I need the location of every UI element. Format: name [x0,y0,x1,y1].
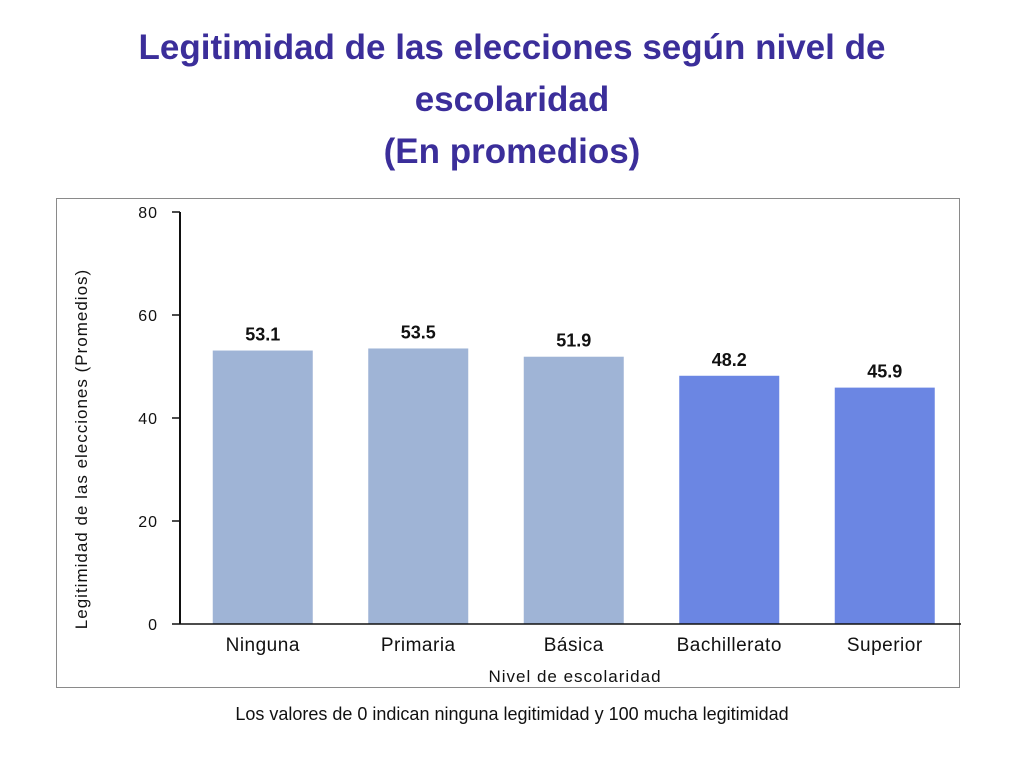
bar-value-label: 53.5 [401,322,436,342]
bar [523,356,624,624]
x-category-label: Ninguna [226,635,300,656]
x-axis-title: Nivel de escolaridad [488,667,661,686]
bar [834,387,935,624]
bar-chart: 0 20 40 60 80 53.1 53.5 51.9 48.2 45.9 Ninguna Pr… [72,205,961,686]
title-line-1: Legitimidad de las elecciones según nive… [138,28,886,67]
bar [368,348,469,624]
y-axis-title: Legitimidad de las elecciones (Promedios… [72,269,91,629]
bar [679,375,780,624]
y-tick-label: 40 [138,411,158,428]
y-axis: 0 20 40 60 80 [138,205,181,634]
bar-value-label: 51.9 [556,331,591,351]
bar-value-label: 53.1 [245,325,280,345]
chart-frame: 0 20 40 60 80 53.1 53.5 51.9 48.2 45.9 Ninguna Pr… [56,198,961,688]
slide-title: Legitimidad de las elecciones según nive… [60,22,964,178]
bar-value-label: 45.9 [867,362,902,382]
y-tick-label: 60 [138,308,158,325]
bar-value-label: 48.2 [712,350,747,370]
x-category-label: Bachillerato [677,635,782,656]
x-axis: Ninguna Primaria Básica Bachillerato Superio… [180,623,961,656]
footnote: Los valores de 0 indican ninguna legitim… [235,704,789,724]
x-category-label: Primaria [381,635,456,656]
bar [212,350,313,624]
bars: 53.1 53.5 51.9 48.2 45.9 [212,322,935,624]
x-category-label: Superior [847,635,923,656]
title-line-2: escolaridad [414,80,610,119]
x-category-label: Básica [544,635,604,656]
y-tick-label: 80 [138,205,158,222]
y-tick-label: 0 [148,617,158,634]
title-line-3: (En promedios) [383,132,641,171]
y-tick-label: 20 [138,514,158,531]
